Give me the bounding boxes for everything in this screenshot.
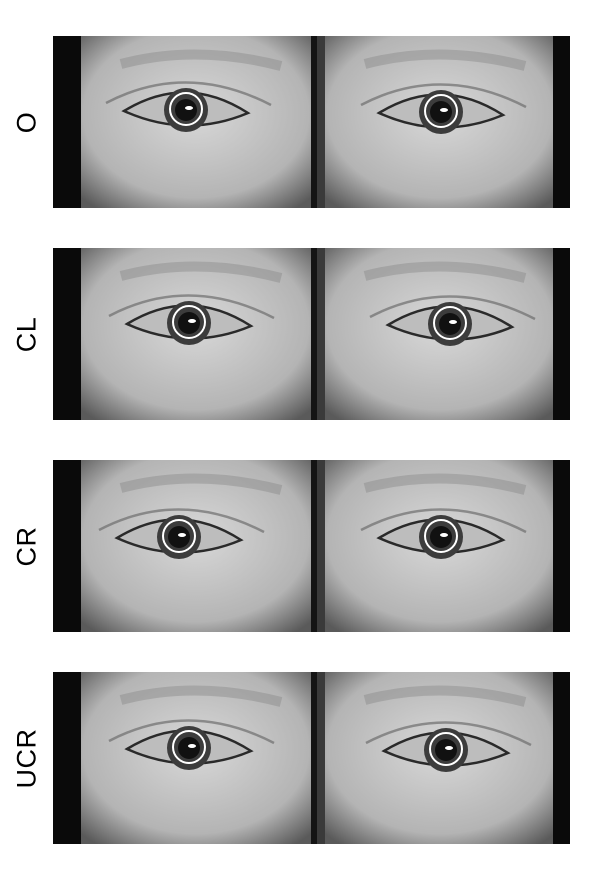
left-pupil-marker — [172, 305, 206, 339]
row-label-text: CL — [11, 316, 42, 352]
left-eye-image — [81, 248, 311, 420]
eye-image — [53, 248, 570, 420]
right-pupil-marker — [433, 306, 467, 340]
figure-row: UCR — [0, 672, 600, 844]
eye-image-strip — [53, 248, 570, 420]
right-eye-image — [325, 672, 555, 844]
figure-row: CL — [0, 248, 600, 420]
eye-image-strip — [53, 672, 570, 844]
eye-image — [53, 672, 570, 844]
left-pupil-marker — [162, 519, 196, 553]
eye-image-strip — [53, 460, 570, 632]
left-pupil-marker — [169, 92, 203, 126]
figure-row: O — [0, 36, 600, 208]
row-label: CL — [4, 248, 50, 420]
row-label: O — [4, 36, 50, 208]
right-eye-image — [325, 36, 555, 208]
row-label-text: CR — [11, 526, 42, 566]
left-eye-image — [81, 672, 311, 844]
left-eye-image — [81, 460, 311, 632]
row-label-text: UCR — [11, 728, 42, 788]
right-eye-image — [325, 248, 555, 420]
eye-image — [53, 460, 570, 632]
right-pupil-marker — [424, 519, 458, 553]
right-pupil-marker — [429, 732, 463, 766]
eye-image-strip — [53, 36, 570, 208]
right-eye-image — [325, 460, 555, 632]
left-pupil-marker — [172, 730, 206, 764]
right-pupil-marker — [424, 94, 458, 128]
eye-image — [53, 36, 570, 208]
figure-row: CR — [0, 460, 600, 632]
row-label: CR — [4, 460, 50, 632]
row-label: UCR — [4, 672, 50, 844]
row-label-text: O — [11, 111, 42, 133]
